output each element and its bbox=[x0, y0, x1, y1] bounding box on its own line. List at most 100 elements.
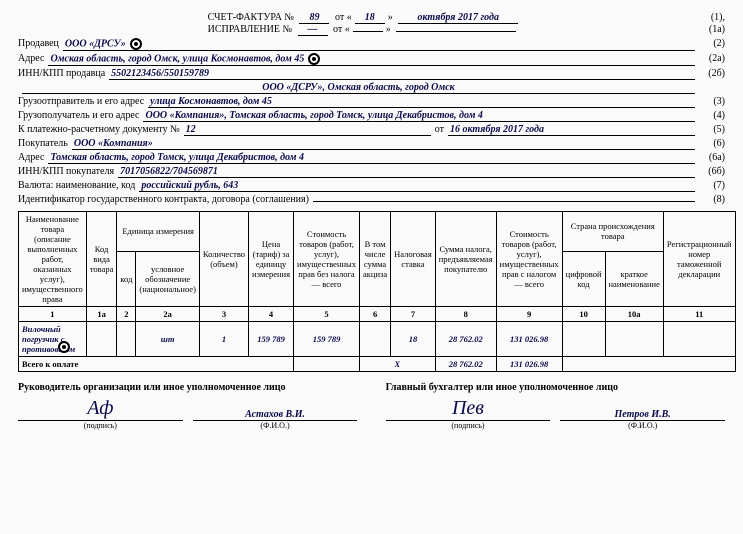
col-num: 2а bbox=[136, 307, 200, 322]
cell-c5: 159 789 bbox=[294, 322, 360, 357]
field-label: ИНН/КПП покупателя bbox=[18, 166, 114, 177]
field-value: Томская область, город Томск, улица Дека… bbox=[48, 152, 695, 164]
field-label: ИНН/КПП продавца bbox=[18, 68, 105, 79]
cell-c6 bbox=[360, 322, 391, 357]
line-code-1a: (1а) bbox=[709, 24, 725, 35]
field-row: ИНН/КПП продавца5502123456/550159789(2б) bbox=[18, 68, 725, 80]
correction-no: — bbox=[298, 24, 328, 36]
table-row: Вилочный погрузчик с противовесом шт 1 1… bbox=[19, 322, 736, 357]
field-row: Продавец ООО «ДРСУ» (2) bbox=[18, 38, 725, 51]
th-tax: Сумма налога, предъявляемая покупателю bbox=[435, 212, 496, 307]
field-value: ООО «ДРСУ» bbox=[63, 38, 695, 51]
line-code-1: (1), bbox=[711, 12, 725, 23]
field-row: ООО «ДСРУ», Омская область, город Омск bbox=[18, 82, 725, 94]
line-code: (6б) bbox=[699, 166, 725, 177]
line-code: (2) bbox=[699, 38, 725, 49]
line-code: (8) bbox=[699, 194, 725, 205]
cell-c3: 1 bbox=[199, 322, 248, 357]
th-rate: Налоговая ставка bbox=[391, 212, 436, 307]
col-num: 5 bbox=[294, 307, 360, 322]
field-label: Продавец bbox=[18, 38, 59, 49]
th-price: Цена (тариф) за единицу измерения bbox=[249, 212, 294, 307]
field-value: российский рубль, 643 bbox=[139, 180, 695, 192]
cell-c7: 18 bbox=[391, 322, 436, 357]
cell-c2a: шт bbox=[136, 322, 200, 357]
field-value: ООО «Компания» bbox=[72, 138, 695, 150]
field-label: Адрес bbox=[18, 152, 44, 163]
th-unit-name: условное обозначение (национальное) bbox=[136, 251, 200, 306]
line-code: (7) bbox=[699, 180, 725, 191]
invoice-label: СЧЕТ-ФАКТУРА № bbox=[208, 12, 294, 23]
col-num: 1 bbox=[19, 307, 87, 322]
marker-icon bbox=[308, 53, 320, 65]
th-c1a: Код вида товара bbox=[86, 212, 117, 307]
th-decl: Регистрационный номер таможенной деклара… bbox=[663, 212, 735, 307]
field-label: Адрес bbox=[18, 53, 44, 64]
field-row: Грузоотправитель и его адрес улица Космон… bbox=[18, 96, 725, 108]
th-country-code: цифровой код bbox=[562, 251, 605, 306]
field-row: Идентификатор государственного контракта… bbox=[18, 194, 725, 205]
line-code: (2а) bbox=[699, 53, 725, 64]
field-value: 7017056822/704569871 bbox=[118, 166, 695, 178]
cell-c11 bbox=[663, 322, 735, 357]
field-extra-value: 16 октября 2017 года bbox=[448, 124, 695, 136]
field-value: ООО «ДСРУ», Омская область, город Омск bbox=[22, 82, 695, 94]
accountant-signature: Пев bbox=[386, 397, 551, 421]
col-num: 10 bbox=[562, 307, 605, 322]
col-num: 9 bbox=[496, 307, 562, 322]
th-cost-notax: Стоимость товаров (работ, услуг), имущес… bbox=[294, 212, 360, 307]
total-label: Всего к оплате bbox=[19, 357, 294, 372]
field-row: Валюта: наименование, код российский рубл… bbox=[18, 180, 725, 192]
correction-label: ИСПРАВЛЕНИЕ № bbox=[208, 24, 292, 35]
total-x: Х bbox=[360, 357, 436, 372]
field-row: К платежно-расчетному документу № 12 от 16 … bbox=[18, 124, 725, 136]
total-c9: 131 026.98 bbox=[496, 357, 562, 372]
col-num: 8 bbox=[435, 307, 496, 322]
cell-c9: 131 026.98 bbox=[496, 322, 562, 357]
col-num: 2 bbox=[117, 307, 136, 322]
th-name: Наименование товара (описание выполненны… bbox=[19, 212, 87, 307]
field-value: улица Космонавтов, дом 45 bbox=[148, 96, 695, 108]
col-num: 11 bbox=[663, 307, 735, 322]
correction-rest bbox=[396, 31, 516, 32]
invoice-month-year: октября 2017 года bbox=[398, 12, 518, 24]
col-num: 10а bbox=[605, 307, 663, 322]
th-cost-tax: Стоимость товаров (работ, услуг), имущес… bbox=[496, 212, 562, 307]
items-table: Наименование товара (описание выполненны… bbox=[18, 211, 736, 372]
col-num: 1а bbox=[86, 307, 117, 322]
total-row: Всего к оплате Х 28 762.02 131 026.98 bbox=[19, 357, 736, 372]
line-code: (3) bbox=[699, 96, 725, 107]
correction-day bbox=[353, 31, 383, 32]
field-row: Адрес Томская область, город Томск, улица… bbox=[18, 152, 725, 164]
cell-c1a bbox=[86, 322, 117, 357]
field-label: К платежно-расчетному документу № bbox=[18, 124, 180, 135]
cell-c10a bbox=[605, 322, 663, 357]
field-label: Валюта: наименование, код bbox=[18, 180, 135, 191]
field-value: 12 bbox=[184, 124, 431, 136]
field-label: Грузоотправитель и его адрес bbox=[18, 96, 144, 107]
field-row: ПокупательООО «Компания»(6) bbox=[18, 138, 725, 150]
col-num: 3 bbox=[199, 307, 248, 322]
sub-sig: (подпись) bbox=[18, 421, 183, 430]
col-num: 6 bbox=[360, 307, 391, 322]
invoice-no: 89 bbox=[299, 12, 329, 24]
th-country: Страна происхождения товара bbox=[562, 212, 663, 252]
line-code: (6а) bbox=[699, 152, 725, 163]
field-label: Покупатель bbox=[18, 138, 68, 149]
field-label: Идентификатор государственного контракта… bbox=[18, 194, 309, 205]
field-extra-label: от bbox=[435, 124, 444, 135]
accountant-title: Главный бухгалтер или иное уполномоченно… bbox=[386, 382, 725, 393]
cell-c8: 28 762.02 bbox=[435, 322, 496, 357]
th-unit: Единица измерения bbox=[117, 212, 200, 252]
cell-c4: 159 789 bbox=[249, 322, 294, 357]
from-label: от bbox=[335, 12, 344, 23]
th-unit-code: код bbox=[117, 251, 136, 306]
accountant-fio: Петров И.В. bbox=[560, 409, 725, 421]
sub-fio: (Ф.И.О.) bbox=[193, 421, 358, 430]
field-value: Омская область, город Омск, улица Космон… bbox=[48, 53, 695, 66]
field-value: 5502123456/550159789 bbox=[109, 68, 695, 80]
manager-title: Руководитель организации или иное уполно… bbox=[18, 382, 357, 393]
invoice-day: 18 bbox=[355, 12, 385, 24]
line-code: (4) bbox=[699, 110, 725, 121]
item-name: Вилочный погрузчик с противовесом bbox=[19, 322, 87, 357]
